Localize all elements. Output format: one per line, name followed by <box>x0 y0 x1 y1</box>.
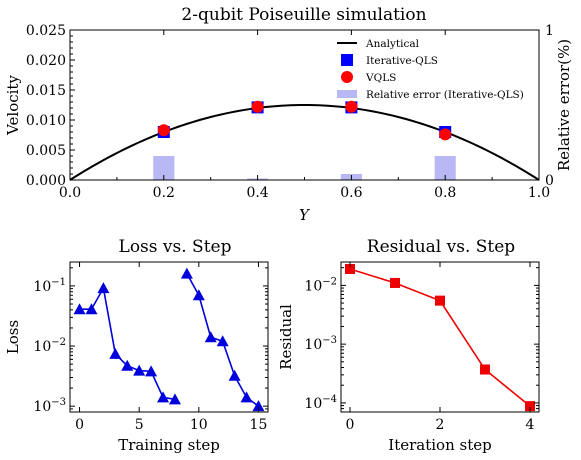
poiseuille-legend: Analytical Iterative-QLS VQLS Relative e… <box>337 38 524 101</box>
residual-chart: Residual vs. Step 0 2 4 10−2 10−3 10−4 Iterat… <box>277 237 540 454</box>
x-tick-label: 0.2 <box>153 185 175 201</box>
legend-vqls-marker <box>341 71 353 83</box>
residual-xlabel: Iteration step <box>388 436 491 454</box>
y-tick-label: 0.020 <box>26 53 66 69</box>
vqls-point <box>157 124 170 137</box>
legend-iterative-marker <box>341 54 353 66</box>
poiseuille-ylabel: Velocity <box>4 75 22 136</box>
data-point <box>216 335 229 347</box>
y-tick-label: 10−1 <box>33 277 66 295</box>
error-bar <box>153 156 175 180</box>
y-tick-label: 0.025 <box>26 23 66 39</box>
data-point <box>97 282 110 294</box>
x-tick-label: 10 <box>190 417 208 433</box>
series-line <box>349 268 531 407</box>
vqls-point <box>439 128 452 141</box>
poiseuille-chart: 2-qubit Poiseuille simulation 0.0 0.2 0.4 0… <box>4 5 573 224</box>
y-tick-label: 0.015 <box>26 83 66 99</box>
series-line <box>79 285 176 401</box>
y-tick-label: 10−2 <box>304 276 337 294</box>
data-point <box>390 277 400 288</box>
data-point <box>109 347 122 359</box>
legend-vqls-label: VQLS <box>365 72 396 84</box>
loss-ylabel: Loss <box>4 320 22 354</box>
vqls-point <box>251 100 264 113</box>
poiseuille-xlabel: Y <box>299 206 311 224</box>
data-point <box>168 393 181 405</box>
data-point <box>228 369 241 381</box>
data-point <box>121 359 134 371</box>
data-point <box>204 331 217 343</box>
x-tick-label: 0.6 <box>340 185 362 201</box>
x-tick-label: 1.0 <box>528 185 550 201</box>
x-tick-label: 4 <box>526 417 535 433</box>
x-tick-label: 0 <box>346 417 355 433</box>
x-tick-label: 15 <box>250 417 268 433</box>
y-tick-label: 0.010 <box>26 113 66 129</box>
residual-ylabel: Residual <box>277 304 295 370</box>
x-tick-label: 0 <box>75 417 84 433</box>
data-point <box>480 364 490 375</box>
y-tick-label: 10−3 <box>304 335 337 353</box>
legend-analytical-label: Analytical <box>365 38 420 50</box>
loss-title: Loss vs. Step <box>119 237 232 257</box>
data-point <box>180 267 193 279</box>
poiseuille-title: 2-qubit Poiseuille simulation <box>181 5 426 25</box>
poiseuille-ylabel-right: Relative error(%) <box>555 39 573 171</box>
loss-chart: Loss vs. Step 0 5 10 15 10−1 10−2 10−3 Trainin… <box>4 237 269 454</box>
legend-error-marker <box>337 90 357 98</box>
vqls-point <box>345 100 358 113</box>
y-tick-label: 0.000 <box>26 173 66 189</box>
y-right-tick-label: 0 <box>545 173 554 189</box>
data-point <box>133 364 146 376</box>
data-point <box>192 289 205 301</box>
data-point <box>73 303 86 315</box>
data-point <box>435 295 445 306</box>
x-tick-label: 5 <box>135 417 144 433</box>
error-bar <box>434 156 456 180</box>
data-point <box>145 365 158 377</box>
y-tick-label: 10−3 <box>33 397 66 415</box>
x-tick-label: 0.4 <box>246 185 268 201</box>
data-point <box>85 303 98 315</box>
y-tick-label: 0.005 <box>26 143 66 159</box>
residual-title: Residual vs. Step <box>367 237 516 257</box>
data-point <box>345 264 355 275</box>
analytical-curve <box>69 103 540 181</box>
loss-frame <box>69 261 269 413</box>
y-tick-label: 10−4 <box>304 394 337 412</box>
data-point <box>525 401 535 412</box>
loss-xlabel: Training step <box>118 436 220 454</box>
data-point <box>252 400 265 412</box>
data-point <box>240 391 253 403</box>
y-right-tick-label: 1 <box>545 23 554 39</box>
y-tick-label: 10−2 <box>33 337 66 355</box>
x-tick-label: 0.0 <box>59 185 81 201</box>
legend-error-label: Relative error (Iterative-QLS) <box>366 89 524 101</box>
legend-iterative-label: Iterative-QLS <box>366 55 438 67</box>
x-tick-label: 0.8 <box>434 185 456 201</box>
x-tick-label: 2 <box>436 417 445 433</box>
data-point <box>157 391 170 403</box>
